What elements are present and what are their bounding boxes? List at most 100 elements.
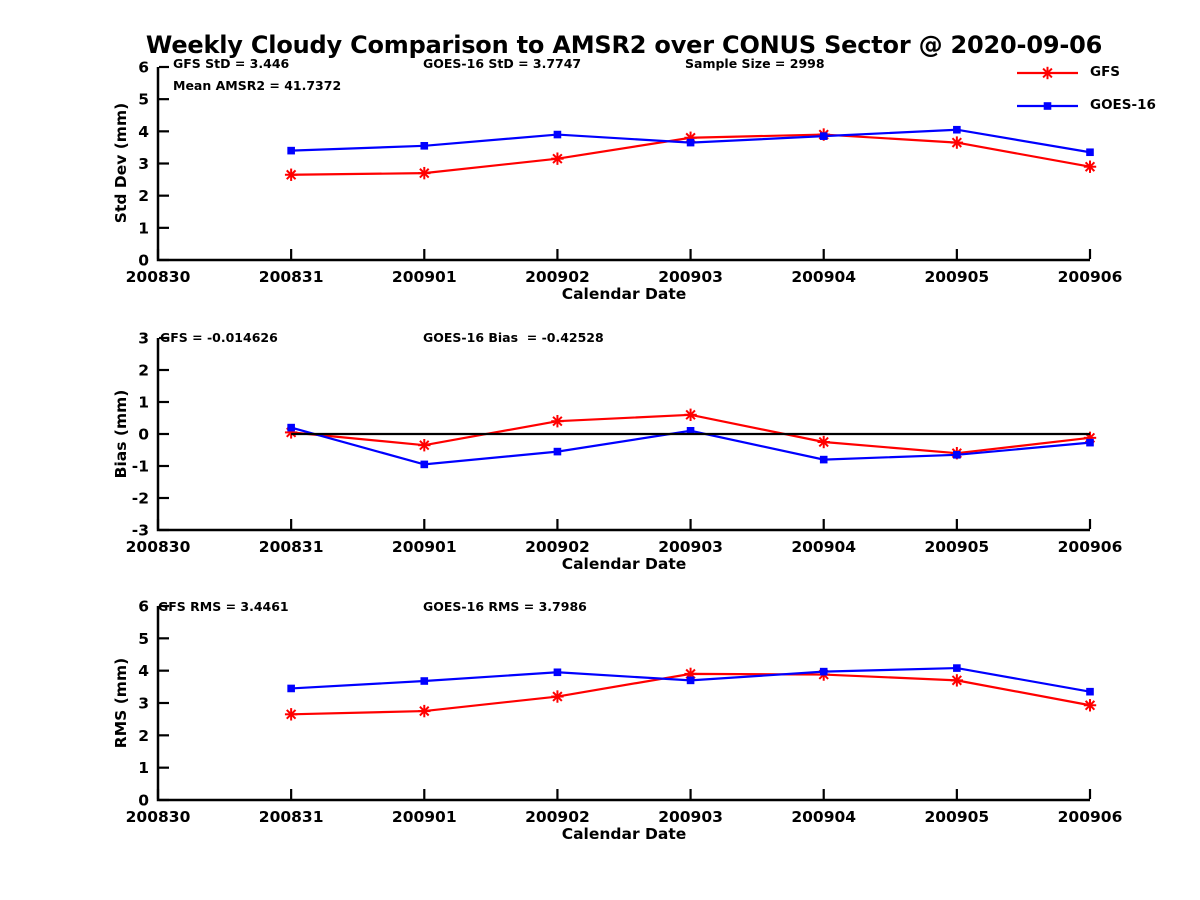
x-tick-label: 200902: [525, 808, 590, 826]
square-marker: [1086, 438, 1094, 447]
axis-spines: [156, 338, 1090, 532]
star-marker: [284, 168, 298, 181]
y-tick-label: 1: [138, 394, 149, 412]
square-marker: [553, 447, 562, 456]
y-tick-label: 3: [138, 330, 149, 348]
rms-y-axis-label: RMS (mm): [112, 657, 130, 749]
x-tick-label: 200831: [259, 808, 324, 826]
y-tick-label: 1: [138, 219, 149, 237]
y-tick-label: -1: [132, 458, 149, 476]
square-marker: [819, 132, 828, 140]
square-marker: [686, 427, 695, 435]
star-marker: [817, 435, 830, 449]
star-marker: [1083, 699, 1097, 712]
axis-spines: [156, 606, 1090, 802]
rms-goes16-annotation: GOES-16 RMS = 3.7986: [423, 599, 587, 614]
x-tick-label: 200903: [658, 808, 723, 826]
square-marker: [420, 142, 429, 150]
stddev-goes16-annotation: GOES-16 StD = 3.7747: [423, 56, 582, 71]
x-tick-label: 200901: [392, 268, 457, 286]
square-marker: [953, 664, 961, 672]
legend: [1017, 66, 1078, 110]
star-marker: [684, 408, 697, 421]
y-tick-label: 0: [138, 426, 149, 444]
rms-gfs-annotation: GFS RMS = 3.4461: [158, 599, 289, 614]
y-tick-label: 4: [138, 662, 149, 680]
square-marker: [953, 451, 961, 459]
square-marker: [1043, 102, 1052, 110]
x-tick-label: 200904: [791, 808, 856, 826]
bias-gfs-annotation: GFS = -0.014626: [160, 330, 278, 345]
square-marker: [819, 667, 828, 676]
square-marker: [1086, 687, 1094, 696]
y-tick-label: 5: [138, 91, 149, 109]
stddev-x-axis-label: Calendar Date: [561, 285, 687, 303]
square-marker: [819, 455, 828, 464]
square-marker: [1086, 148, 1094, 157]
x-tick-label: 200901: [392, 808, 457, 826]
star-marker: [551, 152, 564, 165]
bias-plot: -3 -2 -1 0 1 2 3 200830 200831 200901 200902 200903…: [126, 330, 1123, 557]
star-marker: [950, 674, 964, 687]
x-tick-label: 200904: [791, 268, 856, 286]
y-tick-label: 3: [138, 155, 149, 173]
bias-y-axis-label: Bias (mm): [112, 389, 130, 479]
sample-size-annotation: Sample Size = 2998: [685, 56, 825, 71]
bias-goes16-annotation: GOES-16 Bias = -0.42528: [423, 330, 604, 345]
x-tick-label: 200904: [791, 538, 856, 556]
square-marker: [287, 684, 295, 693]
y-tick-label: 3: [138, 695, 149, 713]
x-tick-label: 200901: [392, 538, 457, 556]
square-marker: [686, 676, 695, 685]
y-tick-label: -3: [132, 522, 149, 540]
square-marker: [287, 423, 295, 432]
x-tick-label: 200905: [924, 538, 989, 556]
star-marker: [418, 166, 431, 180]
square-marker: [553, 668, 562, 677]
y-tick-label: -2: [132, 490, 149, 508]
y-tick-label: 4: [138, 123, 149, 141]
bias-x-axis-label: Calendar Date: [561, 555, 687, 573]
square-marker: [287, 146, 295, 155]
stddev-gfs-annotation: GFS StD = 3.446: [173, 56, 290, 71]
x-tick-label: 200902: [525, 538, 590, 556]
x-tick-label: 200903: [658, 538, 723, 556]
x-tick-label: 200830: [126, 808, 191, 826]
y-tick-label: 2: [138, 362, 149, 380]
square-marker: [420, 677, 429, 685]
x-tick-label: 200831: [259, 538, 324, 556]
x-tick-label: 200830: [126, 538, 191, 556]
x-tick-label: 200902: [525, 268, 590, 286]
x-tick-label: 200831: [259, 268, 324, 286]
y-tick-label: 0: [138, 792, 149, 810]
stddev-plot: 0 1 2 3 4 5 6 200830 200831 200901 200902 200903 200…: [126, 59, 1123, 287]
star-marker: [284, 708, 298, 721]
y-tick-label: 1: [138, 759, 149, 777]
x-tick-label: 200905: [924, 268, 989, 286]
x-tick-label: 200903: [658, 268, 723, 286]
star-marker: [950, 136, 964, 149]
y-tick-label: 2: [138, 727, 149, 745]
rms-plot: 0 1 2 3 4 5 6 200830 200831 200901 200902 200903 200…: [126, 598, 1123, 827]
y-tick-label: 6: [138, 59, 149, 77]
mean-amsr2-annotation: Mean AMSR2 = 41.7372: [173, 78, 342, 93]
star-marker: [418, 439, 431, 452]
stddev-y-axis-label: Std Dev (mm): [112, 102, 130, 224]
y-tick-label: 5: [138, 630, 149, 648]
square-marker: [686, 138, 695, 147]
y-tick-label: 6: [138, 598, 149, 616]
axis-spines: [156, 67, 1090, 262]
star-marker: [418, 704, 431, 718]
x-tick-label: 200905: [924, 808, 989, 826]
star-marker: [1083, 160, 1097, 173]
square-marker: [553, 130, 562, 139]
square-marker: [420, 460, 429, 469]
x-tick-label: 200906: [1058, 538, 1123, 556]
x-tick-label: 200830: [126, 268, 191, 286]
legend-label-gfs: GFS: [1090, 64, 1121, 80]
x-tick-label: 200906: [1058, 808, 1123, 826]
x-tick-label: 200906: [1058, 268, 1123, 286]
y-tick-label: 0: [138, 252, 149, 270]
legend-label-goes16: GOES-16: [1090, 97, 1156, 113]
